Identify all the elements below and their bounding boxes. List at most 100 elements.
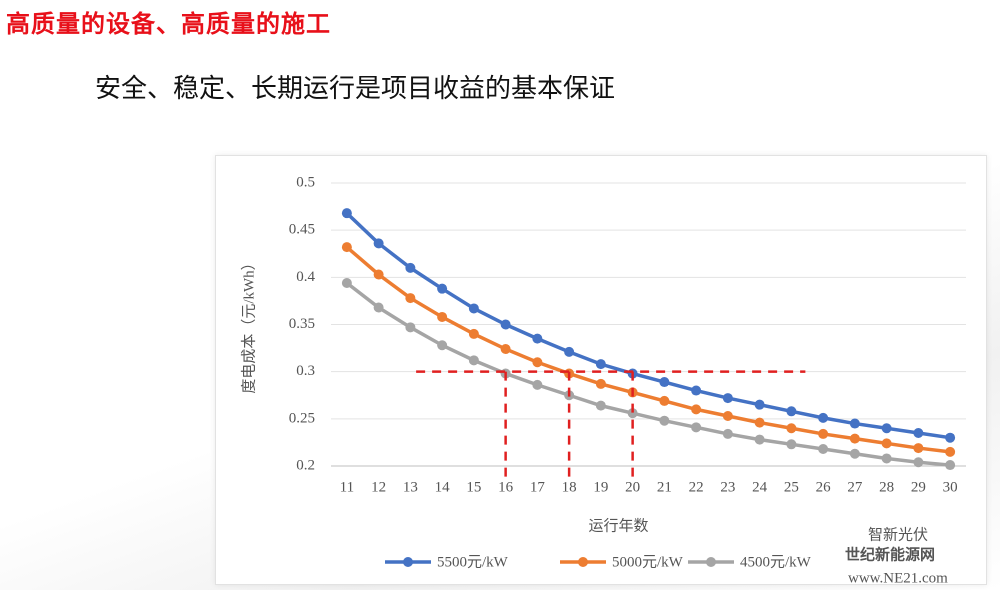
x-tick-label: 13 xyxy=(403,479,418,495)
x-tick-label: 15 xyxy=(466,479,481,495)
slide-subtitle: 安全、稳定、长期运行是项目收益的基本保证 xyxy=(95,73,616,103)
legend-marker xyxy=(403,557,413,567)
x-tick-label: 22 xyxy=(689,479,704,495)
data-point xyxy=(341,242,352,253)
series-line xyxy=(345,281,951,467)
x-tick-label: 20 xyxy=(625,479,640,495)
data-point xyxy=(437,340,448,351)
legend-label: 5500元/kW xyxy=(437,554,509,570)
data-point xyxy=(468,355,479,366)
data-point xyxy=(754,434,765,445)
y-tick-label: 0.45 xyxy=(289,222,315,238)
data-point xyxy=(849,433,860,444)
data-point xyxy=(945,446,956,457)
data-point xyxy=(373,238,384,249)
data-point xyxy=(532,333,543,344)
legend-item: 5000元/kW xyxy=(560,554,684,570)
watermark: 智新光伏 xyxy=(868,525,928,543)
y-tick-label: 0.3 xyxy=(296,363,315,379)
data-point xyxy=(945,432,956,443)
data-point xyxy=(754,417,765,428)
data-point xyxy=(818,444,829,455)
data-point xyxy=(818,428,829,439)
data-point xyxy=(881,423,892,434)
data-point xyxy=(786,439,797,450)
x-tick-label: 23 xyxy=(720,479,735,495)
watermark: www.NE21.com xyxy=(848,570,948,586)
data-point xyxy=(564,346,575,357)
y-tick-label: 0.25 xyxy=(289,410,315,426)
data-point xyxy=(691,422,702,433)
data-point xyxy=(595,400,606,411)
data-point xyxy=(627,408,638,419)
watermark: 世纪新能源网 xyxy=(845,545,935,563)
data-point xyxy=(437,311,448,322)
x-tick-label: 25 xyxy=(784,479,799,495)
y-tick-label: 0.2 xyxy=(296,457,315,473)
data-point xyxy=(595,359,606,370)
x-tick-label: 27 xyxy=(847,479,863,495)
x-tick-label: 30 xyxy=(943,479,958,495)
data-point xyxy=(405,293,416,304)
data-point xyxy=(722,393,733,404)
y-axis-label: 度电成本（元/kWh） xyxy=(240,255,257,393)
data-point xyxy=(849,418,860,429)
data-point xyxy=(341,277,352,288)
x-tick-label: 18 xyxy=(562,479,577,495)
data-point xyxy=(373,269,384,280)
y-tick-label: 0.35 xyxy=(289,316,315,332)
data-point xyxy=(405,262,416,273)
data-point xyxy=(500,344,511,355)
x-tick-label: 21 xyxy=(657,479,672,495)
legend-item: 4500元/kW xyxy=(688,554,812,570)
series-line xyxy=(345,245,951,454)
slide-title: 高质量的设备、高质量的施工 xyxy=(6,11,331,38)
y-tick-label: 0.5 xyxy=(296,174,315,190)
x-tick-label: 29 xyxy=(911,479,926,495)
x-tick-label: 14 xyxy=(435,479,451,495)
data-point xyxy=(468,303,479,314)
data-point xyxy=(468,328,479,339)
chart-card xyxy=(215,155,987,585)
data-point xyxy=(786,423,797,434)
data-point xyxy=(659,415,670,426)
x-tick-label: 28 xyxy=(879,479,894,495)
x-tick-label: 11 xyxy=(340,479,354,495)
data-point xyxy=(691,404,702,415)
data-point xyxy=(532,379,543,390)
data-point xyxy=(341,208,352,219)
data-point xyxy=(500,319,511,330)
data-point xyxy=(722,411,733,422)
data-point xyxy=(913,457,924,468)
series-line xyxy=(345,211,951,440)
data-point xyxy=(437,283,448,294)
data-point xyxy=(722,428,733,439)
legend-label: 4500元/kW xyxy=(740,554,812,570)
data-point xyxy=(691,385,702,396)
x-axis-label: 运行年数 xyxy=(588,517,648,534)
x-tick-label: 19 xyxy=(593,479,608,495)
x-tick-label: 12 xyxy=(371,479,386,495)
x-tick-label: 16 xyxy=(498,479,514,495)
x-tick-label: 26 xyxy=(816,479,832,495)
y-tick-label: 0.4 xyxy=(296,269,315,285)
x-tick-label: 17 xyxy=(530,479,546,495)
x-tick-label: 24 xyxy=(752,479,768,495)
data-point xyxy=(945,460,956,471)
data-point xyxy=(659,377,670,388)
data-point xyxy=(754,399,765,410)
data-point xyxy=(913,427,924,438)
data-point xyxy=(913,443,924,454)
data-point xyxy=(849,448,860,459)
data-point xyxy=(659,395,670,406)
legend-marker xyxy=(706,557,716,567)
data-point xyxy=(818,412,829,423)
legend-label: 5000元/kW xyxy=(612,554,684,570)
data-point xyxy=(881,453,892,464)
legend-item: 5500元/kW xyxy=(385,554,509,570)
legend-marker xyxy=(578,557,588,567)
data-point xyxy=(881,438,892,449)
data-point xyxy=(786,406,797,417)
